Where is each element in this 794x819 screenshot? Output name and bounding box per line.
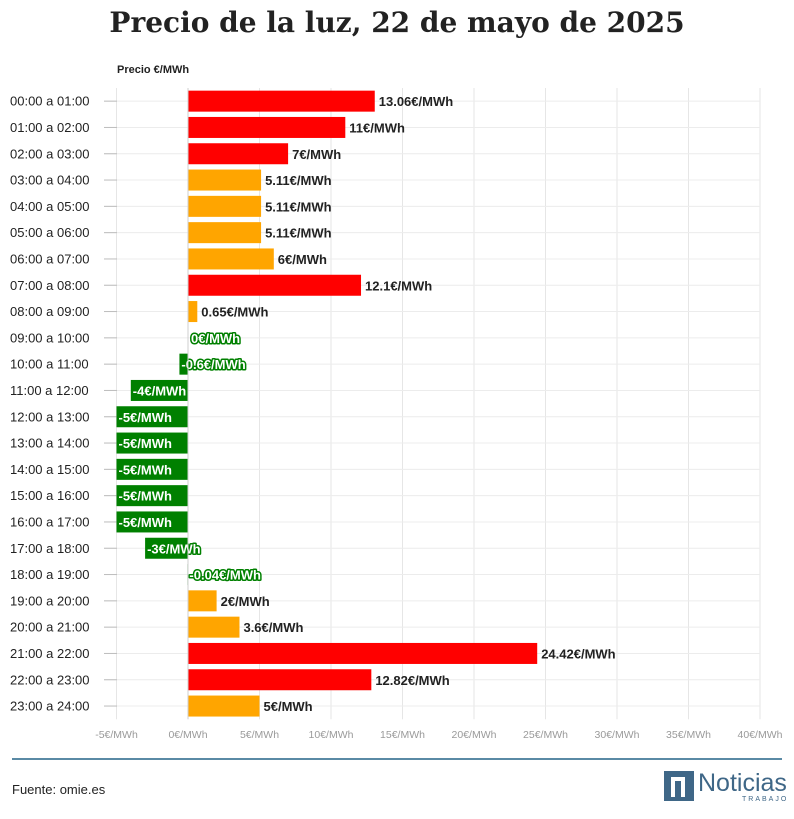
data-label: -0.04€/MWh (189, 568, 261, 583)
data-label: 5.11€/MWh (265, 199, 332, 214)
category-label: 21:00 a 22:00 (10, 646, 90, 661)
data-label: -5€/MWh (119, 410, 173, 425)
bar (130, 379, 188, 401)
bar (145, 537, 188, 559)
bar (188, 669, 372, 691)
data-label: 0€/MWh (191, 331, 240, 346)
x-tick-label: 5€/MWh (240, 729, 279, 741)
bar (188, 90, 375, 112)
data-label: 7€/MWh (292, 147, 341, 162)
category-label: 14:00 a 15:00 (10, 462, 90, 477)
category-label: 09:00 a 10:00 (10, 330, 90, 345)
category-label: 18:00 a 19:00 (10, 567, 90, 582)
noticias-trabajo-logo: Noticias TRABAJO (664, 769, 789, 805)
category-label: 10:00 a 11:00 (10, 357, 89, 372)
bar (188, 195, 262, 217)
bar (116, 458, 188, 480)
data-label: -5€/MWh (119, 515, 173, 530)
category-label: 01:00 a 02:00 (10, 120, 90, 135)
x-tick-label: 20€/MWh (452, 729, 497, 741)
bar (116, 432, 188, 454)
bar (179, 353, 188, 375)
x-tick-label: 0€/MWh (168, 729, 207, 741)
data-label: -3€/MWh (147, 541, 201, 556)
logo-mark-icon (664, 771, 694, 801)
bar (116, 485, 188, 507)
category-label: 22:00 a 23:00 (10, 672, 90, 687)
data-label: 24.42€/MWh (541, 646, 615, 661)
bar (188, 169, 262, 191)
data-label: -5€/MWh (119, 489, 173, 504)
category-label: 05:00 a 06:00 (10, 225, 90, 240)
bar (188, 143, 289, 165)
category-label: 11:00 a 12:00 (10, 383, 89, 398)
x-tick-label: 10€/MWh (309, 729, 354, 741)
data-label: -4€/MWh (133, 383, 187, 398)
source-note: Fuente: omie.es (12, 782, 106, 797)
data-label: 5€/MWh (264, 699, 313, 714)
footer-divider (12, 758, 782, 760)
data-label: -5€/MWh (119, 462, 173, 477)
category-label: 03:00 a 04:00 (10, 173, 90, 188)
bar (188, 116, 346, 138)
x-tick-label: 25€/MWh (523, 729, 568, 741)
data-label: 12.1€/MWh (365, 278, 432, 293)
data-label: -0.6€/MWh (181, 357, 245, 372)
logo-wordmark: Noticias (698, 769, 787, 797)
bar (188, 616, 240, 638)
data-label: 11€/MWh (349, 120, 405, 135)
x-tick-label: 35€/MWh (666, 729, 711, 741)
x-tick-label: 40€/MWh (738, 729, 783, 741)
category-label: 23:00 a 24:00 (10, 699, 90, 714)
bar (116, 511, 188, 533)
data-label: -5€/MWh (119, 436, 173, 451)
category-label: 13:00 a 14:00 (10, 436, 90, 451)
data-label: 0.65€/MWh (201, 305, 268, 320)
data-label: 6€/MWh (278, 252, 327, 267)
data-label: 12.82€/MWh (375, 673, 449, 688)
data-label: 3.6€/MWh (243, 620, 303, 635)
category-label: 15:00 a 16:00 (10, 488, 90, 503)
bar (116, 406, 188, 428)
category-label: 07:00 a 08:00 (10, 278, 90, 293)
bar (188, 274, 362, 296)
category-label: 00:00 a 01:00 (10, 94, 90, 109)
data-label: 5.11€/MWh (265, 173, 332, 188)
bar (188, 590, 217, 612)
data-label: 5.11€/MWh (265, 226, 332, 241)
category-label: 04:00 a 05:00 (10, 199, 90, 214)
value-axis-header: Precio €/MWh (117, 64, 189, 76)
category-label: 19:00 a 20:00 (10, 593, 90, 608)
category-label: 17:00 a 18:00 (10, 541, 90, 556)
x-tick-label: 30€/MWh (595, 729, 640, 741)
bar (188, 248, 274, 270)
x-tick-label: -5€/MWh (95, 729, 138, 741)
logo-subtitle: TRABAJO (742, 796, 789, 803)
bar (188, 695, 260, 717)
category-label: 02:00 a 03:00 (10, 146, 90, 161)
data-label: 13.06€/MWh (379, 94, 453, 109)
x-tick-label: 15€/MWh (380, 729, 425, 741)
category-label: 20:00 a 21:00 (10, 620, 90, 635)
bar (188, 222, 262, 244)
category-label: 16:00 a 17:00 (10, 514, 90, 529)
category-label: 08:00 a 09:00 (10, 304, 90, 319)
chart-title: Precio de la luz, 22 de mayo de 2025 (109, 6, 685, 39)
data-label: 2€/MWh (221, 594, 270, 609)
bar-chart: Precio €/MWh -5€/MWh 0€/MWh 5€/MWh 10€/MWh 15… (10, 64, 783, 741)
bar (188, 301, 198, 323)
bar (188, 642, 538, 664)
category-label: 12:00 a 13:00 (10, 409, 90, 424)
category-label: 06:00 a 07:00 (10, 251, 90, 266)
